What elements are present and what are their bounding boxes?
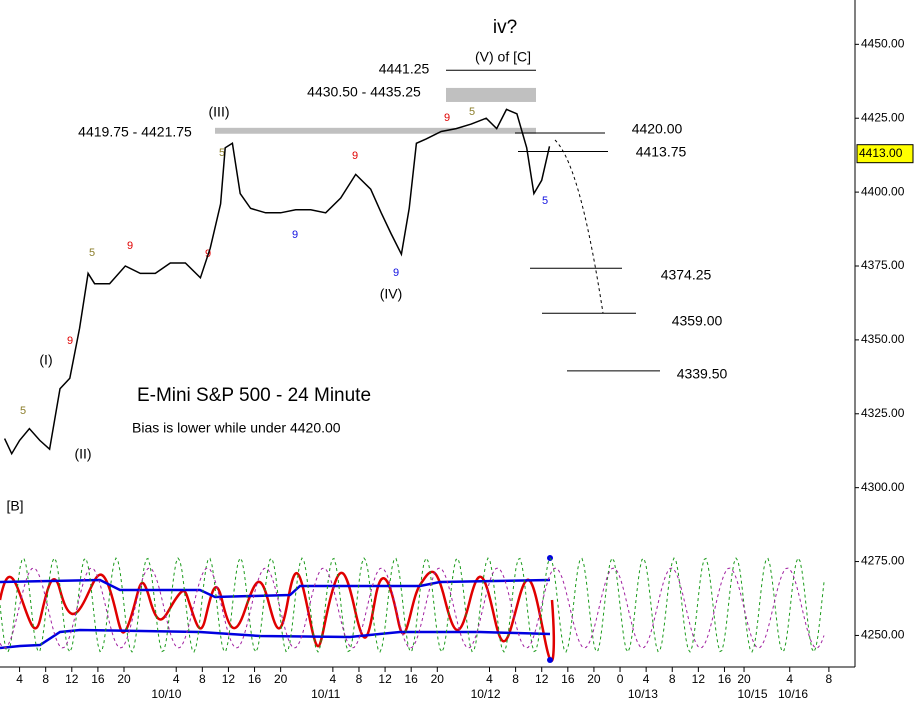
oscillator-line — [0, 570, 555, 662]
wave-label: [B] — [6, 498, 23, 514]
y-tick-label: 4350.00 — [861, 332, 905, 346]
price-band — [446, 87, 536, 102]
y-tick-label: 4325.00 — [861, 406, 905, 420]
x-tick-label: 20 — [737, 672, 751, 686]
x-tick-label: 4 — [486, 672, 493, 686]
x-tick-label: 12 — [692, 672, 706, 686]
wave-label: (II) — [74, 446, 91, 462]
oscillator-dot — [547, 657, 553, 663]
band-label: 4430.50 - 4435.25 — [307, 84, 421, 100]
count-label: 9 — [352, 150, 358, 162]
price-band — [215, 127, 536, 134]
last-price-box — [856, 144, 914, 164]
subtitle: Bias is lower while under 4420.00 — [132, 420, 341, 436]
x-tick-label: 20 — [431, 672, 445, 686]
date-label: 10/12 — [471, 687, 501, 701]
count-label: 5 — [219, 147, 225, 159]
count-label: 9 — [444, 112, 450, 124]
y-tick-label: 4275.00 — [861, 554, 905, 568]
x-tick-label: 12 — [378, 672, 392, 686]
date-label: 10/16 — [778, 687, 808, 701]
date-label: 10/10 — [151, 687, 181, 701]
band-label: 4419.75 - 4421.75 — [78, 124, 192, 140]
level-label: 4420.00 — [632, 121, 683, 137]
level-label: 4339.50 — [677, 366, 728, 382]
count-label: 9 — [292, 229, 298, 241]
x-tick-label: 4 — [16, 672, 23, 686]
price-line — [3, 108, 551, 456]
x-tick-label: 8 — [42, 672, 49, 686]
x-tick-label: 8 — [669, 672, 676, 686]
x-tick-label: 8 — [512, 672, 519, 686]
count-label: 9 — [393, 267, 399, 279]
count-label: 9 — [127, 240, 133, 252]
date-label: 10/13 — [628, 687, 658, 701]
x-tick-label: 20 — [587, 672, 601, 686]
x-tick-label: 16 — [248, 672, 262, 686]
wave-label: iv? — [493, 17, 517, 38]
last-price-label: 4413.00 — [859, 146, 903, 160]
y-tick-label: 4375.00 — [861, 258, 905, 272]
y-tick-label: 4425.00 — [861, 110, 905, 124]
count-label: 5 — [20, 405, 26, 417]
oscillator-lower — [0, 628, 551, 650]
date-label: 10/15 — [738, 687, 768, 701]
x-tick-label: 4 — [643, 672, 650, 686]
x-tick-label: 12 — [222, 672, 236, 686]
x-tick-label: 16 — [561, 672, 575, 686]
x-tick-label: 4 — [786, 672, 793, 686]
x-tick-label: 16 — [718, 672, 732, 686]
x-tick-label: 4 — [173, 672, 180, 686]
level-label: 4441.25 — [379, 61, 430, 77]
x-tick-label: 20 — [117, 672, 131, 686]
x-tick-label: 8 — [199, 672, 206, 686]
y-tick-label: 4250.00 — [861, 628, 905, 642]
level-label: 4359.00 — [672, 313, 723, 329]
projection — [554, 139, 604, 314]
level-label: 4413.75 — [636, 144, 687, 160]
y-tick-label: 4300.00 — [861, 480, 905, 494]
count-label: 5 — [469, 106, 475, 118]
chart-title: E-Mini S&P 500 - 24 Minute — [137, 385, 371, 406]
y-tick-label: 4400.00 — [861, 184, 905, 198]
count-label: 5 — [542, 195, 548, 207]
x-tick-label: 12 — [65, 672, 79, 686]
x-tick-label: 16 — [405, 672, 419, 686]
x-tick-label: 20 — [274, 672, 288, 686]
level-label: 4374.25 — [661, 267, 712, 283]
cycle-wave — [0, 567, 825, 649]
x-tick-label: 8 — [826, 672, 833, 686]
wave-label: (III) — [209, 104, 230, 120]
wave-label: (IV) — [380, 286, 403, 302]
count-label: 5 — [89, 247, 95, 259]
y-tick-label: 4450.00 — [861, 37, 905, 51]
cycle-wave — [0, 557, 825, 653]
date-label: 10/11 — [311, 687, 340, 701]
wave-label: (I) — [39, 352, 52, 368]
x-tick-label: 12 — [535, 672, 549, 686]
x-tick-label: 4 — [330, 672, 337, 686]
x-tick-label: 8 — [356, 672, 363, 686]
x-tick-label: 16 — [91, 672, 105, 686]
oscillator-upper — [0, 578, 551, 599]
count-label: 9 — [67, 335, 73, 347]
wave-label: (V) of [C] — [475, 49, 531, 65]
x-tick-label: 0 — [617, 672, 624, 686]
